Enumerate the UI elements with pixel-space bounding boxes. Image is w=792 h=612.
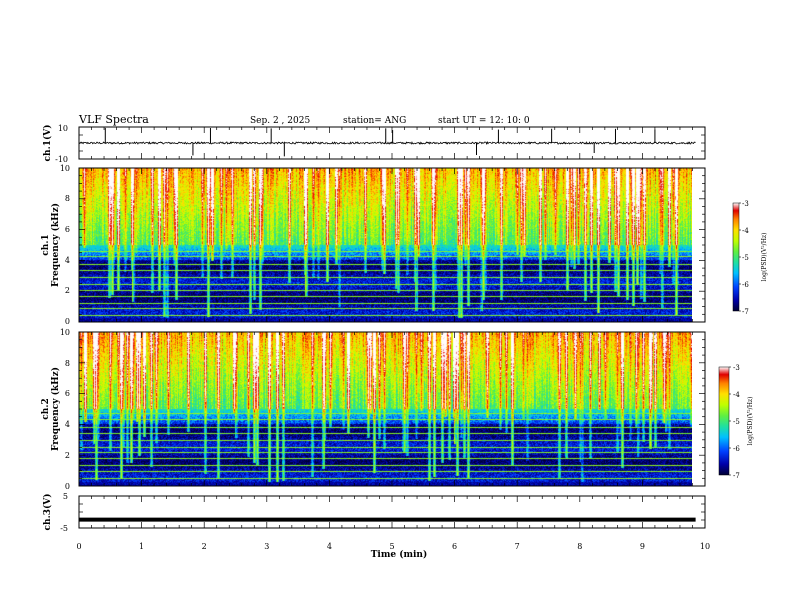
- ch1-cb-tick-5: -5: [742, 254, 749, 262]
- ch2-cb-tick-7: -7: [733, 472, 740, 480]
- ch2-spectrogram-ticks: [78, 331, 706, 487]
- ch2-spectrogram-ylabel-channel: ch.2: [41, 398, 51, 419]
- ch3-waveform-ticks: [78, 495, 706, 529]
- figure-title: VLF Spectra: [78, 113, 149, 126]
- ch1-waveform-ytick-top: 10: [58, 124, 68, 133]
- ch1-waveform-trace: [78, 141, 696, 146]
- ch2-spectrogram-heatmap: [79, 332, 692, 486]
- ch2-colorbar-label: log(PSD)(V²/Hz): [747, 397, 754, 446]
- time-axis-tick-labels: 0 1 2 3 4 5 6 7 8 9 10: [76, 542, 710, 551]
- ch1-cb-tick-3: -3: [742, 200, 749, 208]
- ch1-spec-ytick-6: 6: [65, 225, 70, 234]
- ch2-cb-tick-4: -4: [733, 391, 740, 399]
- time-axis-label: Time (min): [371, 549, 428, 560]
- ch2-spec-ytick-0: 0: [65, 482, 70, 491]
- ch3-waveform-panel: 5 -5 ch.3(V): [42, 492, 706, 533]
- ch1-colorbar-ticks: [739, 202, 741, 312]
- time-axis-tick-label-0: 0: [76, 542, 81, 551]
- time-axis-tick-label-7: 7: [515, 542, 520, 551]
- time-axis-tick-label-8: 8: [577, 542, 582, 551]
- ch1-waveform-ticks: [78, 126, 706, 160]
- time-axis-tick-label-4: 4: [327, 542, 332, 551]
- station-label: station= ANG: [343, 116, 406, 126]
- ch1-spectrogram-heatmap: [79, 168, 692, 322]
- ch2-cb-tick-6: -6: [733, 445, 740, 453]
- ch2-spec-ytick-10: 10: [60, 328, 70, 337]
- ch3-waveform-ytick-top: 5: [63, 492, 68, 501]
- ch1-spectrogram-ticks: [78, 167, 706, 323]
- ch2-spectrogram-image-holder: [79, 332, 692, 486]
- time-axis-tick-label-9: 9: [640, 542, 645, 551]
- ch2-spectrogram-panel: 0 2 4 6 8 10 ch.2 Frequency (kHz) -3 -4 …: [41, 328, 754, 491]
- ch1-spec-ytick-4: 4: [65, 256, 70, 265]
- ch2-spec-ytick-6: 6: [65, 389, 70, 398]
- time-axis-tick-label-2: 2: [202, 542, 207, 551]
- ch2-colorbar: [718, 366, 730, 476]
- time-axis-tick-label-5: 5: [389, 542, 394, 551]
- ch1-waveform-panel: 10 -10 ch.1(V): [42, 124, 706, 164]
- ch2-spec-ytick-2: 2: [65, 451, 70, 460]
- ch1-colorbar-label: log(PSD)(V²/Hz): [761, 233, 768, 282]
- ch2-cb-tick-5: -5: [733, 418, 740, 426]
- ch2-spec-ytick-4: 4: [65, 420, 70, 429]
- ch1-spec-ytick-0: 0: [65, 317, 70, 326]
- ch1-spectrogram-panel: 0 2 4 6 8 10 ch.1 Frequency (kHz): [41, 164, 768, 326]
- ch1-spectrogram-ytick-labels: 0 2 4 6 8 10: [60, 164, 70, 326]
- ch1-spec-ytick-10: 10: [60, 164, 70, 173]
- time-axis-tick-label-6: 6: [452, 542, 457, 551]
- ch1-waveform-ytick-bottom: -10: [55, 155, 68, 164]
- ch1-waveform-plot: [78, 127, 696, 157]
- ch1-cb-tick-7: -7: [742, 308, 749, 316]
- start-ut-label: start UT = 12: 10: 0: [438, 116, 530, 126]
- ch2-spec-ytick-8: 8: [65, 359, 70, 368]
- ch1-colorbar: [732, 202, 740, 312]
- date-label: Sep. 2 , 2025: [250, 116, 310, 126]
- ch2-spectrogram-ytick-labels: 0 2 4 6 8 10: [60, 328, 70, 491]
- time-axis-tick-label-3: 3: [264, 542, 269, 551]
- ch1-spec-ytick-2: 2: [65, 286, 70, 295]
- ch1-spec-ytick-8: 8: [65, 194, 70, 203]
- ch1-cb-tick-4: -4: [742, 227, 749, 235]
- ch1-cb-tick-6: -6: [742, 281, 749, 289]
- ch3-waveform-ytick-bottom: -5: [60, 524, 68, 533]
- ch1-spectrogram-image-holder: [79, 168, 692, 322]
- time-axis-tick-label-10: 10: [700, 542, 710, 551]
- ch1-spectrogram-ylabel-frequency: Frequency (kHz): [50, 203, 61, 287]
- ch3-waveform-ylabel: ch.3(V): [42, 494, 53, 531]
- ch1-waveform-ylabel: ch.1(V): [42, 125, 53, 162]
- time-axis-tick-label-1: 1: [139, 542, 144, 551]
- ch2-cb-tick-3: -3: [733, 364, 740, 372]
- ch2-spectrogram-ylabel-frequency: Frequency (kHz): [50, 367, 61, 451]
- ch1-spectrogram-ylabel-channel: ch.1: [41, 234, 51, 255]
- ch2-colorbar-ticks: [729, 366, 731, 476]
